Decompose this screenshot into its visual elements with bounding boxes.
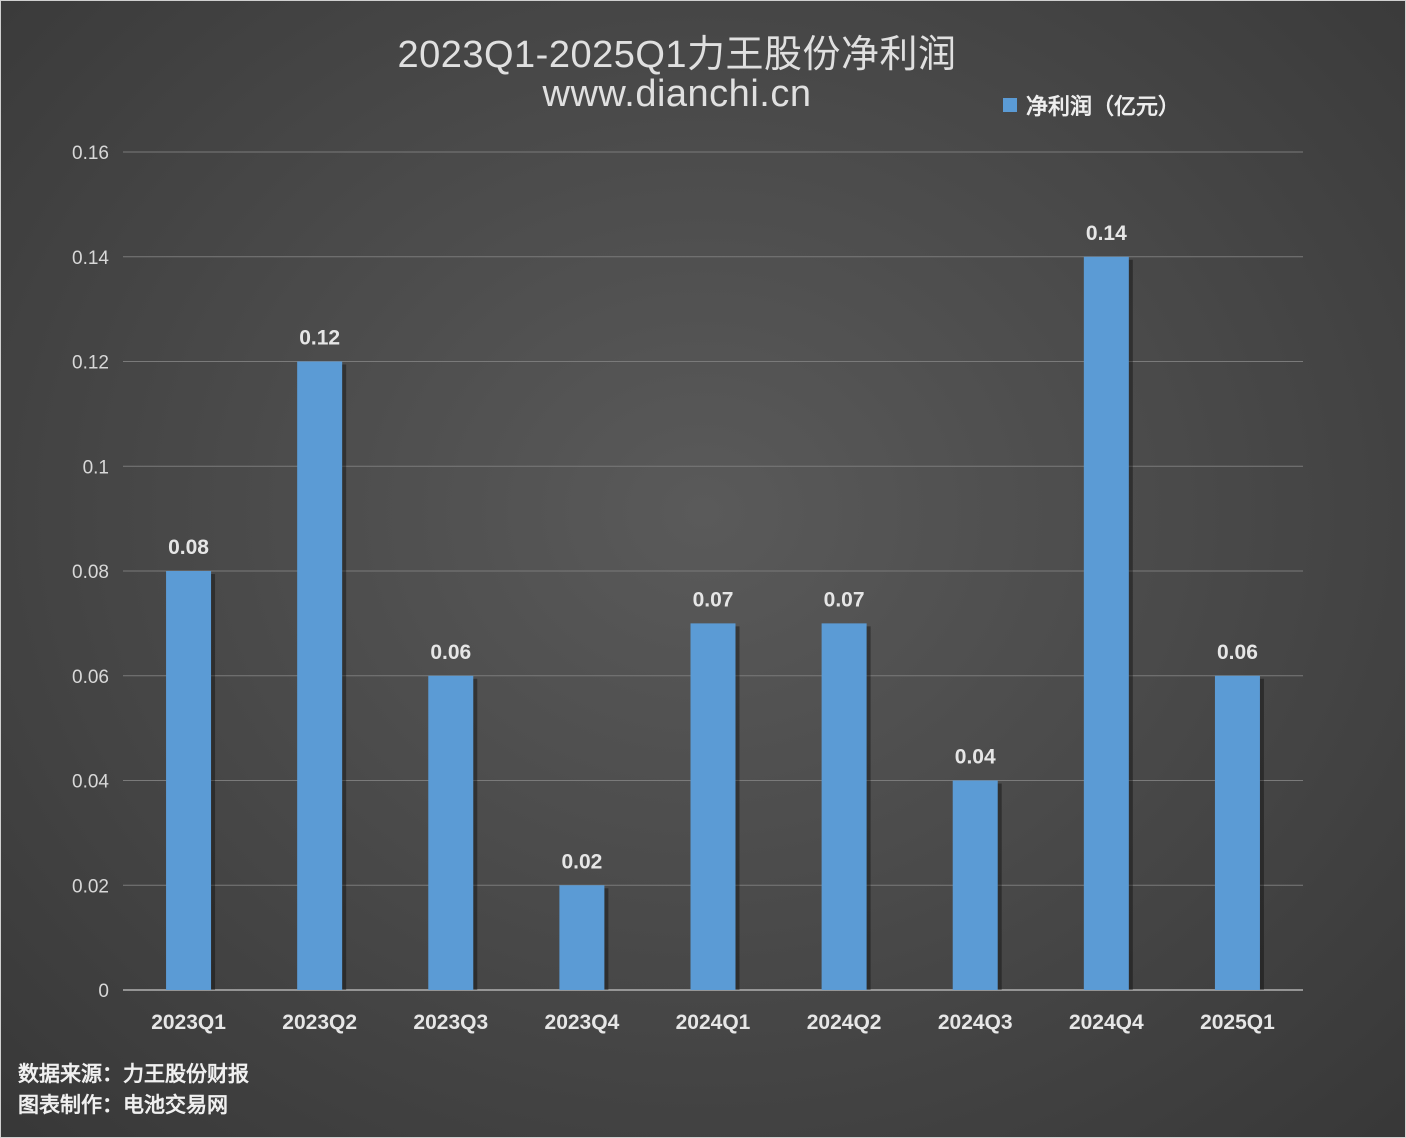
bar	[1083, 256, 1129, 990]
chart-title: 2023Q1-2025Q1力王股份净利润	[397, 34, 957, 76]
bar	[559, 885, 605, 990]
bar	[428, 675, 474, 990]
x-tick-label: 2024Q2	[807, 1011, 882, 1034]
x-tick-label: 2025Q1	[1200, 1011, 1275, 1034]
data-label: 0.06	[430, 641, 471, 664]
x-tick-label: 2023Q1	[151, 1011, 226, 1034]
legend: 净利润（亿元）	[1003, 89, 1180, 121]
y-tick-label: 0.12	[72, 353, 109, 374]
legend-swatch	[1003, 98, 1017, 112]
bar	[690, 623, 736, 990]
data-label: 0.07	[824, 588, 865, 611]
x-tick-label: 2023Q2	[282, 1011, 357, 1034]
y-tick-label: 0	[98, 981, 109, 1002]
y-tick-label: 0.02	[72, 876, 109, 897]
x-tick-label: 2024Q3	[938, 1011, 1013, 1034]
bar	[166, 571, 212, 990]
data-label: 0.12	[299, 327, 340, 350]
y-tick-label: 0.04	[72, 772, 109, 793]
y-tick-label: 0.16	[72, 143, 109, 164]
y-tick-label: 0.08	[72, 562, 109, 583]
legend-label: 净利润（亿元）	[1026, 94, 1181, 119]
data-label: 0.06	[1217, 641, 1258, 664]
bar	[821, 623, 867, 990]
x-tick-label: 2024Q4	[1069, 1011, 1144, 1034]
data-label: 0.04	[955, 746, 996, 769]
bar	[297, 361, 343, 990]
x-tick-label: 2023Q3	[413, 1011, 488, 1034]
x-tick-label: 2023Q4	[545, 1011, 620, 1034]
data-label: 0.14	[1086, 222, 1127, 245]
y-tick-label: 0.06	[72, 667, 109, 688]
x-tick-label: 2024Q1	[676, 1011, 751, 1034]
bar	[1214, 675, 1260, 990]
y-tick-label: 0.14	[72, 248, 109, 269]
y-tick-label: 0.1	[83, 457, 109, 478]
bar	[952, 780, 998, 990]
data-label: 0.07	[693, 588, 734, 611]
data-label: 0.02	[561, 850, 602, 873]
chart-subtitle: www.dianchi.cn	[542, 73, 812, 115]
data-source-note: 数据来源：力王股份财报	[18, 1063, 249, 1086]
chart-maker-note: 图表制作：电池交易网	[18, 1094, 228, 1117]
data-label: 0.08	[168, 536, 209, 559]
